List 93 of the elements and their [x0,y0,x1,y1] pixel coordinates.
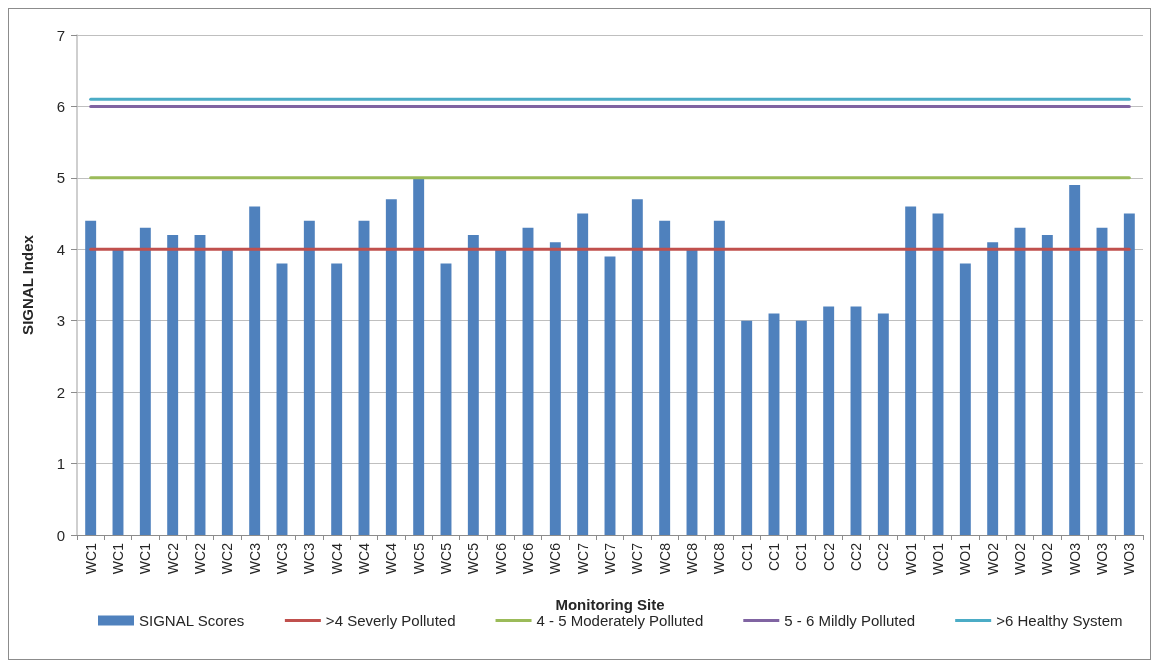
bar [331,263,343,535]
x-tick-label: WC4 [328,542,345,575]
x-tick-label: WC6 [547,542,564,575]
bar [768,313,780,535]
y-axis-title: SIGNAL Index [19,234,36,335]
bar [385,199,397,535]
y-tick-label: 0 [56,526,65,544]
x-tick-label: WC2 [192,542,208,575]
bar [303,220,315,535]
bar [522,227,534,535]
bar [823,306,835,535]
y-tick-label: 6 [56,97,65,115]
bar [577,213,589,535]
x-tick-label: WO2 [1039,542,1056,575]
x-axis-title: Monitoring Site [555,596,665,613]
bar [604,256,616,535]
y-tick-label: 2 [56,383,65,401]
x-tick-label: CC2 [848,542,864,572]
bar [932,213,944,535]
bar [905,206,917,535]
bar [631,199,643,535]
y-tick-label: 7 [56,26,65,44]
bar [495,249,507,535]
x-tick-label: WC8 [656,542,673,575]
x-tick-label: WC8 [711,542,728,575]
x-tick-label: WC4 [356,542,372,575]
bar [713,220,725,535]
x-tick-label: WO3 [1121,542,1138,575]
x-tick-label: WC8 [684,542,700,575]
bar [549,242,561,535]
y-tick-label: 4 [56,240,65,258]
bar [85,220,97,535]
bar [467,235,479,535]
bar [795,320,807,535]
y-tick-label: 5 [56,169,65,187]
legend-label: SIGNAL Scores [139,612,245,629]
x-tick-label: WO2 [1012,542,1028,575]
x-tick-label: WC4 [383,542,400,575]
x-tick-label: WC7 [629,542,646,575]
y-tick-label: 1 [56,455,65,473]
bar [112,249,124,535]
bar [221,249,233,535]
bar [167,235,179,535]
legend-label: >6 Healthy System [996,612,1123,629]
x-tick-label: CC1 [793,542,810,572]
x-tick-label: WO1 [957,542,974,575]
bar [686,249,698,535]
legend-label: 4 - 5 Moderately Polluted [536,612,704,629]
x-tick-label: WC7 [574,542,591,575]
legend-label: 5 - 6 Mildly Polluted [784,612,916,629]
bar [276,263,288,535]
bar [413,177,425,535]
y-tick-label: 3 [56,312,65,330]
x-tick-label: WO3 [1094,542,1110,575]
x-tick-label: WC3 [274,542,290,575]
x-tick-label: WO1 [902,542,919,575]
bar [659,220,671,535]
x-tick-label: WC6 [520,542,536,575]
x-tick-label: CC2 [875,542,892,572]
x-tick-label: WO2 [984,542,1001,575]
x-tick-label: WC3 [246,542,263,575]
x-tick-label: WO3 [1066,542,1083,575]
x-tick-label: WO1 [930,542,946,575]
bar [877,313,889,535]
x-tick-label: WC1 [110,542,126,575]
x-tick-label: WC5 [410,542,427,575]
x-tick-label: WC2 [164,542,181,575]
bar [1123,213,1135,535]
x-tick-label: CC2 [820,542,837,572]
bar [194,235,206,535]
x-tick-label: CC1 [738,542,755,572]
x-tick-label: WC6 [492,542,509,575]
x-tick-label: WC7 [602,542,618,575]
bar [741,320,753,535]
legend-label: >4 Severly Polluted [325,612,456,629]
x-tick-label: WC1 [82,542,99,575]
bar [440,263,452,535]
bar [987,242,999,535]
bar [1069,185,1081,535]
x-tick-label: WC2 [219,542,236,575]
x-tick-label: WC1 [137,542,154,575]
bar [1014,227,1026,535]
bar [139,227,151,535]
bar [358,220,370,535]
bar [959,263,971,535]
x-tick-label: WC3 [301,542,318,575]
bar [1041,235,1053,535]
x-tick-label: WC5 [465,542,482,575]
x-tick-label: CC1 [766,542,782,572]
x-tick-label: WC5 [438,542,454,575]
bar [249,206,261,535]
bar [850,306,862,535]
bar [1096,227,1108,535]
